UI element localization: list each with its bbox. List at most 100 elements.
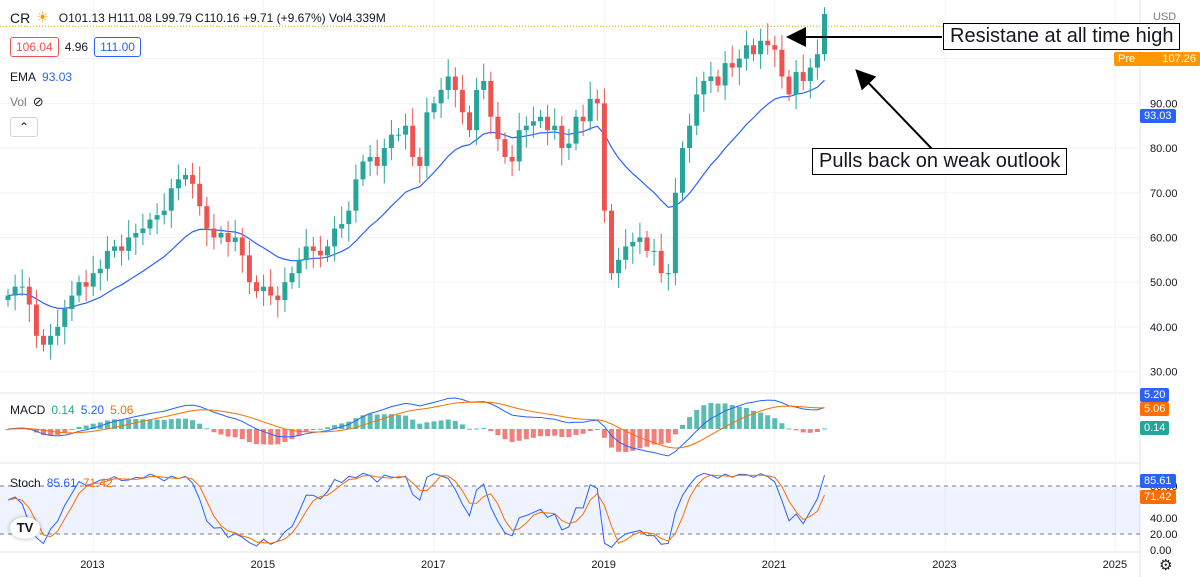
macd-histogram-bar <box>481 428 487 430</box>
tradingview-logo[interactable]: TV <box>10 517 40 539</box>
macd-histogram-bar <box>474 428 480 430</box>
macd-histogram-bar <box>665 429 671 443</box>
candle-body <box>665 273 671 275</box>
candle-body <box>438 89 444 104</box>
macd-histogram-bar <box>694 409 700 429</box>
x-tick-label: 2019 <box>591 559 615 571</box>
annotation-arrows <box>786 27 942 151</box>
candle-body <box>800 72 806 81</box>
sun-icon: ☀ <box>36 9 49 25</box>
macd-histogram-bar <box>623 429 629 453</box>
candle-body <box>147 219 153 229</box>
macd-histogram-bar <box>246 429 252 443</box>
macd-histogram-bar <box>332 425 338 429</box>
macd-histogram-bar <box>147 419 153 429</box>
macd-histogram-bar <box>90 423 96 429</box>
collapse-button[interactable]: ⌃ <box>10 117 38 137</box>
candle-body <box>41 335 46 345</box>
candle-body <box>474 89 480 131</box>
candle-body <box>736 58 742 68</box>
candle-body <box>623 246 629 260</box>
macd-histogram-bar <box>516 429 522 441</box>
macd-histogram-bar <box>388 414 394 429</box>
macd-histogram-bar <box>175 418 181 429</box>
ohlc-values: O101.13 H111.08 L99.79 C110.16 +9.71 (+9… <box>58 10 386 25</box>
candle-body <box>538 116 543 122</box>
ask-price[interactable]: 111.00 <box>94 37 141 57</box>
macd-histogram-bar <box>580 429 586 434</box>
macd-histogram-bar <box>225 429 231 437</box>
settings-gear-icon[interactable]: ⚙ <box>1159 557 1173 574</box>
macd-histogram-bar <box>758 412 764 429</box>
x-tick-label: 2025 <box>1103 559 1127 571</box>
eye-off-icon[interactable]: ⊘ <box>32 94 44 109</box>
macd-histogram-bar <box>644 429 650 447</box>
macd-histogram-bar <box>310 429 316 430</box>
candle-body <box>204 206 210 229</box>
candle-body <box>197 183 203 207</box>
ema-series <box>7 79 825 309</box>
ema-line <box>7 79 825 309</box>
stoch-label[interactable]: Stoch <box>10 476 41 490</box>
macd-histogram-bar <box>360 415 366 429</box>
candle-body <box>275 295 281 301</box>
macd-histogram-bar <box>168 419 174 429</box>
macd-label[interactable]: MACD <box>10 403 46 417</box>
stoch-tick-label: 0.00 <box>1150 545 1171 557</box>
candle-body <box>346 210 352 225</box>
candle-body <box>545 116 551 131</box>
candle-body <box>232 237 238 242</box>
hist-tag: 0.14 <box>1140 421 1170 435</box>
candle-body <box>161 210 167 216</box>
candle-body <box>822 13 827 55</box>
macd-histogram-bar <box>530 429 536 438</box>
macd-histogram-bar <box>800 429 806 433</box>
macd-histogram-bar <box>814 429 820 433</box>
macd-histogram-bar <box>594 429 600 430</box>
symbol[interactable]: CR <box>10 9 31 26</box>
macd-histogram-bar <box>502 429 508 440</box>
currency-label[interactable]: USD <box>1153 11 1177 23</box>
macd-histogram-bar <box>701 405 707 429</box>
candle-body <box>431 103 437 113</box>
candle-body <box>19 286 25 288</box>
vol-label[interactable]: Vol <box>10 95 27 109</box>
candle-body <box>97 268 103 274</box>
candle-body <box>452 76 458 90</box>
macd-histogram-bar <box>772 418 778 429</box>
candle-body <box>587 98 593 122</box>
macd-histogram-bar <box>325 427 330 429</box>
macd-histogram-bar <box>424 422 430 429</box>
y-tick-label: 70.00 <box>1150 188 1178 200</box>
candle-body <box>516 130 522 162</box>
macd-histogram-bar <box>552 429 558 436</box>
macd-histogram-bar <box>708 402 714 429</box>
macd-histogram-bar <box>630 429 636 451</box>
macd-histogram-bar <box>183 418 188 429</box>
candle-body <box>786 76 792 95</box>
candle-body <box>459 89 465 113</box>
macd-histogram-bar <box>33 429 39 433</box>
macd-histogram-bar <box>254 429 259 445</box>
candle-body <box>175 179 181 189</box>
macd-histogram-bar <box>609 429 614 448</box>
candle-body <box>495 116 501 140</box>
candle-body <box>601 103 607 211</box>
candle-body <box>325 246 330 256</box>
candle-body <box>239 237 245 256</box>
candle-body <box>694 94 700 126</box>
candle-body <box>261 286 267 292</box>
bid-price[interactable]: 106.04 <box>10 37 59 57</box>
macd-histogram-bar <box>438 420 444 429</box>
macd-histogram-bar <box>523 429 529 440</box>
ema-label[interactable]: EMA <box>10 70 37 84</box>
x-tick-label: 2021 <box>762 559 786 571</box>
candle-body <box>410 125 416 157</box>
candle-body <box>765 40 771 46</box>
macd-histogram-bar <box>765 415 771 429</box>
macd-histogram-bar <box>538 429 543 437</box>
candle-body <box>388 134 394 149</box>
candle-body <box>140 228 146 233</box>
candle-body <box>76 282 82 296</box>
